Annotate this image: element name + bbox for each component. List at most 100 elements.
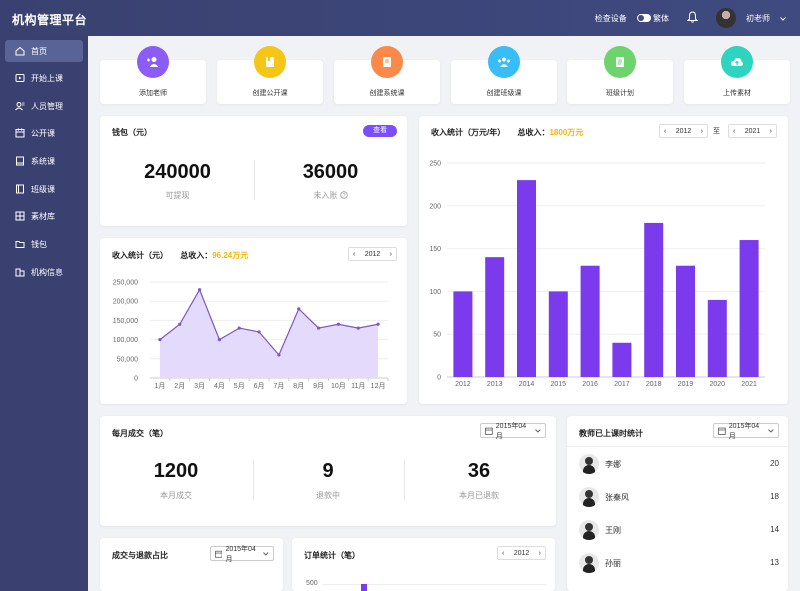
y-tick-label: 200	[429, 203, 441, 210]
income-month-total-label: 总收入：	[180, 251, 213, 260]
orders-y-tick: 500	[306, 580, 318, 587]
grid-icon	[15, 211, 25, 221]
bar	[485, 257, 505, 377]
bar	[548, 291, 568, 377]
x-tick-label: 1月	[154, 382, 165, 390]
chevron-down-icon[interactable]	[780, 14, 786, 23]
sidebar-item-system-course[interactable]: 系统课	[5, 150, 83, 172]
sidebar-item-wallet[interactable]: 钱包	[5, 233, 83, 255]
from-year-stepper[interactable]: ‹ 2012 ›	[659, 124, 708, 138]
teacher-row[interactable]: 孙丽 13	[567, 548, 788, 578]
income-year-total-value: 1800万元	[549, 128, 584, 137]
sidebar-item-staff[interactable]: 人员管理	[5, 95, 83, 117]
monthly-deals-card: 每月成交（笔） 2015年04月 1200 本月成交 9 退款中 36 本月已退…	[100, 416, 556, 526]
sidebar-item-org-info[interactable]: 机构信息	[5, 261, 83, 283]
avatar	[579, 553, 599, 573]
sidebar-item-class-course[interactable]: 班级课	[5, 178, 83, 200]
x-tick-label: 2018	[646, 381, 662, 388]
data-point	[178, 322, 182, 326]
traditional-toggle[interactable]: 繁体	[636, 13, 669, 24]
chevron-down-icon	[263, 551, 269, 556]
wallet-title: 钱包（元）	[112, 128, 152, 137]
chevron-down-icon	[535, 428, 541, 433]
year-stepper[interactable]: ‹ 2012 ›	[348, 247, 397, 261]
chevron-left-icon[interactable]: ‹	[353, 250, 356, 258]
quick-action-class-plan[interactable]: 班级计划	[567, 46, 673, 104]
bar	[453, 291, 473, 377]
chevron-down-icon	[768, 428, 774, 433]
y-tick-label: 250	[429, 161, 441, 168]
chevron-right-icon[interactable]: ›	[700, 127, 703, 135]
bar	[517, 180, 536, 377]
avatar	[579, 454, 599, 474]
bell-icon[interactable]	[686, 11, 699, 25]
sidebar-item-open-course[interactable]: 公开课	[5, 122, 83, 144]
year-value: 2012	[513, 549, 530, 557]
user-avatar[interactable]	[716, 8, 736, 28]
monthly-deals-date-picker[interactable]: 2015年04月	[480, 423, 546, 440]
chevron-right-icon[interactable]: ›	[538, 549, 541, 557]
x-tick-label: 2015	[551, 381, 567, 388]
quick-action-add-teacher[interactable]: 添加老师	[100, 46, 206, 104]
deal-refund-date-picker[interactable]: 2015年04月	[210, 546, 274, 563]
teacher-name: 王刚	[605, 526, 621, 535]
check-device-link[interactable]: 检查设备	[594, 13, 627, 23]
chevron-left-icon[interactable]: ‹	[664, 127, 667, 135]
teacher-count: 14	[770, 525, 779, 534]
chevron-right-icon[interactable]: ›	[389, 250, 392, 258]
quick-action-create-open-course[interactable]: 创建公开课	[217, 46, 323, 104]
y-tick-label: 100,000	[113, 337, 138, 344]
x-tick-label: 7月	[273, 382, 284, 390]
data-point	[158, 338, 162, 342]
to-year-stepper[interactable]: ‹ 2021 ›	[728, 124, 777, 138]
toggle-switch-icon[interactable]	[636, 14, 651, 23]
sidebar-item-label: 机构信息	[31, 267, 63, 277]
divider	[567, 446, 788, 447]
sidebar-item-label: 公开课	[31, 128, 55, 138]
teacher-name: 孙丽	[605, 559, 621, 568]
orders-year-stepper[interactable]: ‹ 2012 ›	[497, 546, 546, 560]
sidebar-item-home[interactable]: 首页	[5, 40, 83, 62]
user-name[interactable]: 初老师	[746, 13, 770, 23]
bar	[739, 240, 759, 377]
x-tick-label: 2019	[678, 381, 694, 388]
pending-label-wrap: 未入账 ?	[268, 190, 393, 201]
view-wallet-button[interactable]: 查看	[363, 125, 397, 137]
sidebar-item-start-class[interactable]: 开始上课	[5, 67, 83, 89]
x-tick-label: 3月	[194, 382, 205, 390]
income-year-title: 收入统计（万元/年）	[431, 128, 506, 137]
teacher-row[interactable]: 王刚 14	[567, 515, 788, 545]
teacher-row[interactable]: 张秦风 18	[567, 482, 788, 512]
add-user-icon	[137, 46, 169, 78]
data-point	[336, 322, 341, 326]
wallet-card: 钱包（元） 查看 240000 可提现 36000 未入账 ?	[100, 116, 407, 226]
income-year-card: 收入统计（万元/年） 总收入：1800万元 ‹ 2012 › 至 ‹ 2021 …	[419, 116, 788, 404]
quick-action-create-system-course[interactable]: 创建系统课	[334, 46, 440, 104]
divider	[253, 460, 254, 500]
chevron-right-icon[interactable]: ›	[769, 127, 772, 135]
x-tick-label: 11月	[351, 382, 365, 390]
sidebar: 首页 开始上课 人员管理 公开课 系统课 班级课 素材库 钱包 机构信息	[0, 36, 88, 591]
teacher-stats-date-picker[interactable]: 2015年04月	[713, 423, 779, 440]
quick-action-label: 班级计划	[606, 90, 634, 97]
monthly-deals-title: 每月成交（笔）	[112, 429, 168, 438]
chevron-left-icon[interactable]: ‹	[502, 549, 505, 557]
income-year-total-label: 总收入：	[517, 128, 550, 137]
income-month-card: 收入统计（元） 总收入：96.24万元 ‹ 2012 › 0 50,000 100,…	[100, 238, 407, 404]
data-point	[356, 326, 360, 330]
sidebar-item-materials[interactable]: 素材库	[5, 205, 83, 227]
quick-action-create-class-course[interactable]: 创建班级课	[451, 46, 557, 104]
avatar	[579, 487, 599, 507]
help-circle-icon[interactable]: ?	[339, 191, 348, 199]
chevron-left-icon[interactable]: ‹	[733, 127, 736, 135]
data-point	[237, 326, 241, 330]
pending-label: 未入账	[313, 191, 338, 200]
teacher-row[interactable]: 李娜 20	[567, 449, 788, 479]
x-tick-label: 9月	[313, 382, 324, 390]
quick-action-upload-material[interactable]: 上传素材	[684, 46, 790, 104]
x-tick-label: 2013	[487, 381, 503, 388]
y-tick-label: 250,000	[113, 280, 138, 287]
income-month-total-value: 96.24万元	[212, 251, 249, 260]
refunding-value: 9	[322, 460, 334, 482]
orders-bar	[361, 584, 367, 591]
